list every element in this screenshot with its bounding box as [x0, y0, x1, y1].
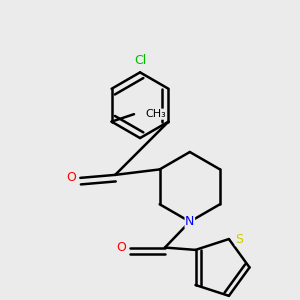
Text: O: O	[116, 241, 126, 254]
Text: CH₃: CH₃	[145, 109, 166, 119]
Text: Cl: Cl	[134, 54, 146, 67]
Text: N: N	[185, 215, 194, 228]
Text: O: O	[66, 171, 76, 184]
Text: S: S	[236, 232, 243, 246]
